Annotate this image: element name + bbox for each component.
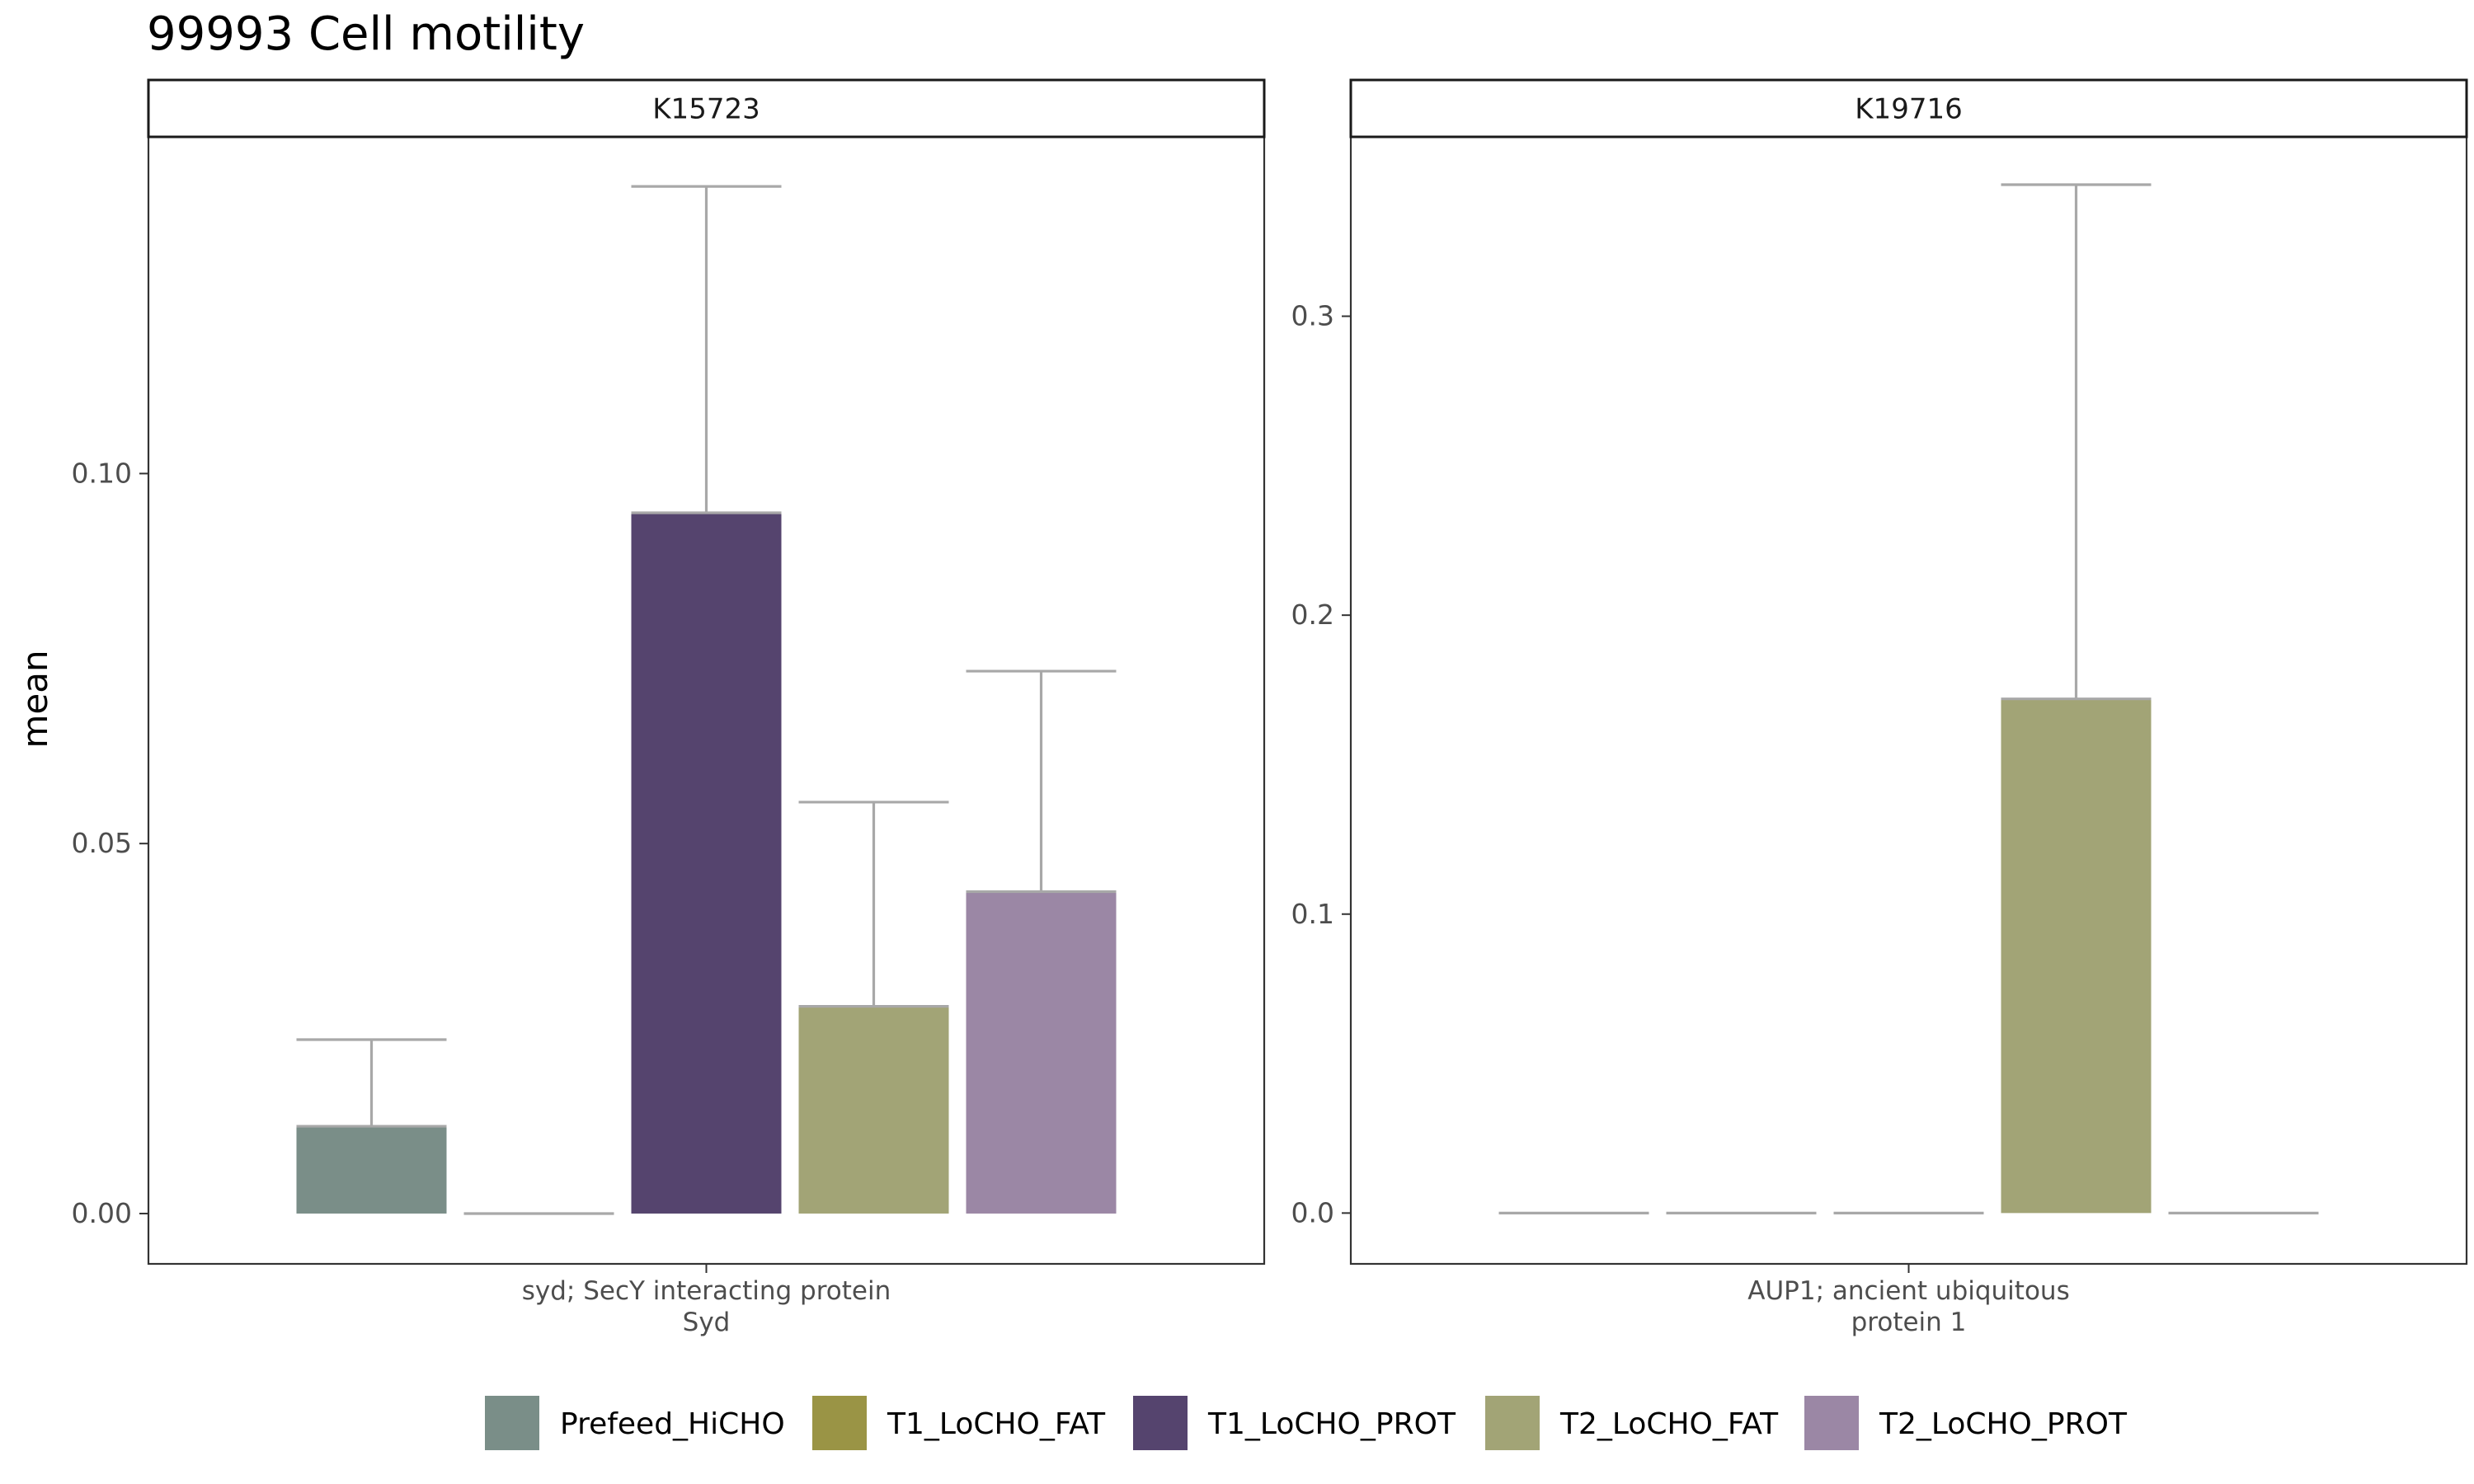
x-category-label: syd; SecY interacting protein [522, 1276, 891, 1306]
bar-t1_locho_prot [631, 512, 782, 1214]
y-axis-label: mean [15, 650, 55, 748]
bar-prefeed_hicho [296, 1126, 447, 1214]
legend: Prefeed_HiCHO T1_LoCHO_FAT T1_LoCHO_PROT T2… [485, 1396, 2128, 1450]
legend-item-t1_locho_prot: T1_LoCHO_PROT [1133, 1396, 1456, 1450]
facet-strip [147, 78, 1266, 139]
error-bar [2001, 183, 2152, 701]
legend-key [1485, 1396, 1540, 1450]
error-bar [798, 801, 949, 1008]
y-tick-label: 0.05 [72, 827, 132, 859]
legend-key [1804, 1396, 1859, 1450]
bar-t2_locho_fat [798, 1006, 949, 1214]
legend-item-t2_locho_fat: T2_LoCHO_FAT [1485, 1396, 1779, 1450]
x-category-label: Syd [683, 1308, 731, 1337]
y-tick-label: 0.10 [72, 457, 132, 489]
legend-item-t1_locho_fat: T1_LoCHO_FAT [812, 1396, 1106, 1450]
facet-strip-label: K19716 [1855, 93, 1962, 126]
bar-t2_locho_fat [2001, 698, 2152, 1214]
legend-label: T2_LoCHO_PROT [1879, 1407, 2128, 1441]
y-tick-label: 0.3 [1291, 300, 1334, 332]
legend-key [485, 1396, 539, 1450]
bar-t2_locho_prot [966, 891, 1117, 1214]
legend-label: T1_LoCHO_PROT [1207, 1407, 1456, 1441]
y-tick-label: 0.00 [72, 1197, 132, 1229]
legend-label: Prefeed_HiCHO [560, 1407, 785, 1441]
x-category-label: protein 1 [1851, 1308, 1967, 1337]
panel-border [1349, 135, 2468, 1266]
facet-panel-k19716: K19716 0.0 0.1 0.2 0.3 AUP1; ancient ubiquito… [1291, 78, 2468, 1337]
legend-item-t2_locho_prot: T2_LoCHO_PROT [1804, 1396, 2128, 1450]
legend-label: T1_LoCHO_FAT [887, 1407, 1106, 1441]
legend-key [812, 1396, 867, 1450]
error-bar [631, 185, 782, 514]
legend-item-prefeed_hicho: Prefeed_HiCHO [485, 1396, 785, 1450]
error-bar [966, 669, 1117, 894]
y-tick-label: 0.2 [1291, 599, 1334, 631]
facet-panels: K15723 0.00 0.05 0.10 syd; SecY interacting … [72, 78, 2468, 1337]
y-tick-label: 0.0 [1291, 1196, 1334, 1228]
facet-panel-k15723: K15723 0.00 0.05 0.10 syd; SecY interacting … [72, 78, 1266, 1337]
facet-strip [1349, 78, 2468, 139]
legend-label: T2_LoCHO_FAT [1559, 1407, 1779, 1441]
facet-strip-label: K15723 [652, 93, 760, 126]
y-tick-label: 0.1 [1291, 898, 1334, 930]
error-bar [296, 1038, 447, 1128]
legend-key [1133, 1396, 1188, 1450]
x-category-label: AUP1; ancient ubiquitous [1747, 1276, 2069, 1306]
chart-title: 99993 Cell motility [147, 7, 585, 61]
